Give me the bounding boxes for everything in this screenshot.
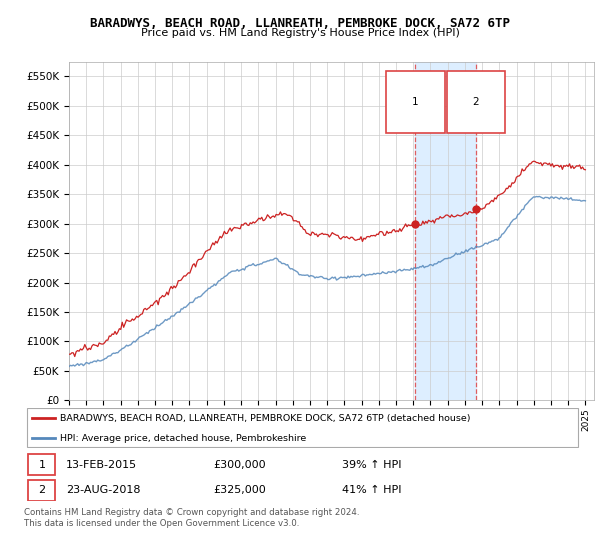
Text: BARADWYS, BEACH ROAD, LLANREATH, PEMBROKE DOCK, SA72 6TP (detached house): BARADWYS, BEACH ROAD, LLANREATH, PEMBROK…: [60, 414, 471, 423]
Text: 23-AUG-2018: 23-AUG-2018: [66, 486, 140, 496]
Text: 1: 1: [412, 97, 419, 108]
Text: £300,000: £300,000: [214, 460, 266, 470]
Text: 2: 2: [38, 486, 46, 496]
Text: 39% ↑ HPI: 39% ↑ HPI: [342, 460, 401, 470]
Text: HPI: Average price, detached house, Pembrokeshire: HPI: Average price, detached house, Pemb…: [60, 434, 307, 443]
Text: 1: 1: [38, 460, 46, 470]
Text: BARADWYS, BEACH ROAD, LLANREATH, PEMBROKE DOCK, SA72 6TP: BARADWYS, BEACH ROAD, LLANREATH, PEMBROK…: [90, 17, 510, 30]
FancyBboxPatch shape: [27, 408, 578, 447]
Text: 41% ↑ HPI: 41% ↑ HPI: [342, 486, 401, 496]
FancyBboxPatch shape: [28, 480, 55, 501]
Bar: [415, 62, 476, 400]
Text: Price paid vs. HM Land Registry's House Price Index (HPI): Price paid vs. HM Land Registry's House …: [140, 28, 460, 38]
Text: 2: 2: [473, 97, 479, 108]
Text: Contains HM Land Registry data © Crown copyright and database right 2024.
This d: Contains HM Land Registry data © Crown c…: [24, 508, 359, 528]
Text: £325,000: £325,000: [214, 486, 266, 496]
Text: 13-FEB-2015: 13-FEB-2015: [66, 460, 137, 470]
FancyBboxPatch shape: [28, 454, 55, 475]
